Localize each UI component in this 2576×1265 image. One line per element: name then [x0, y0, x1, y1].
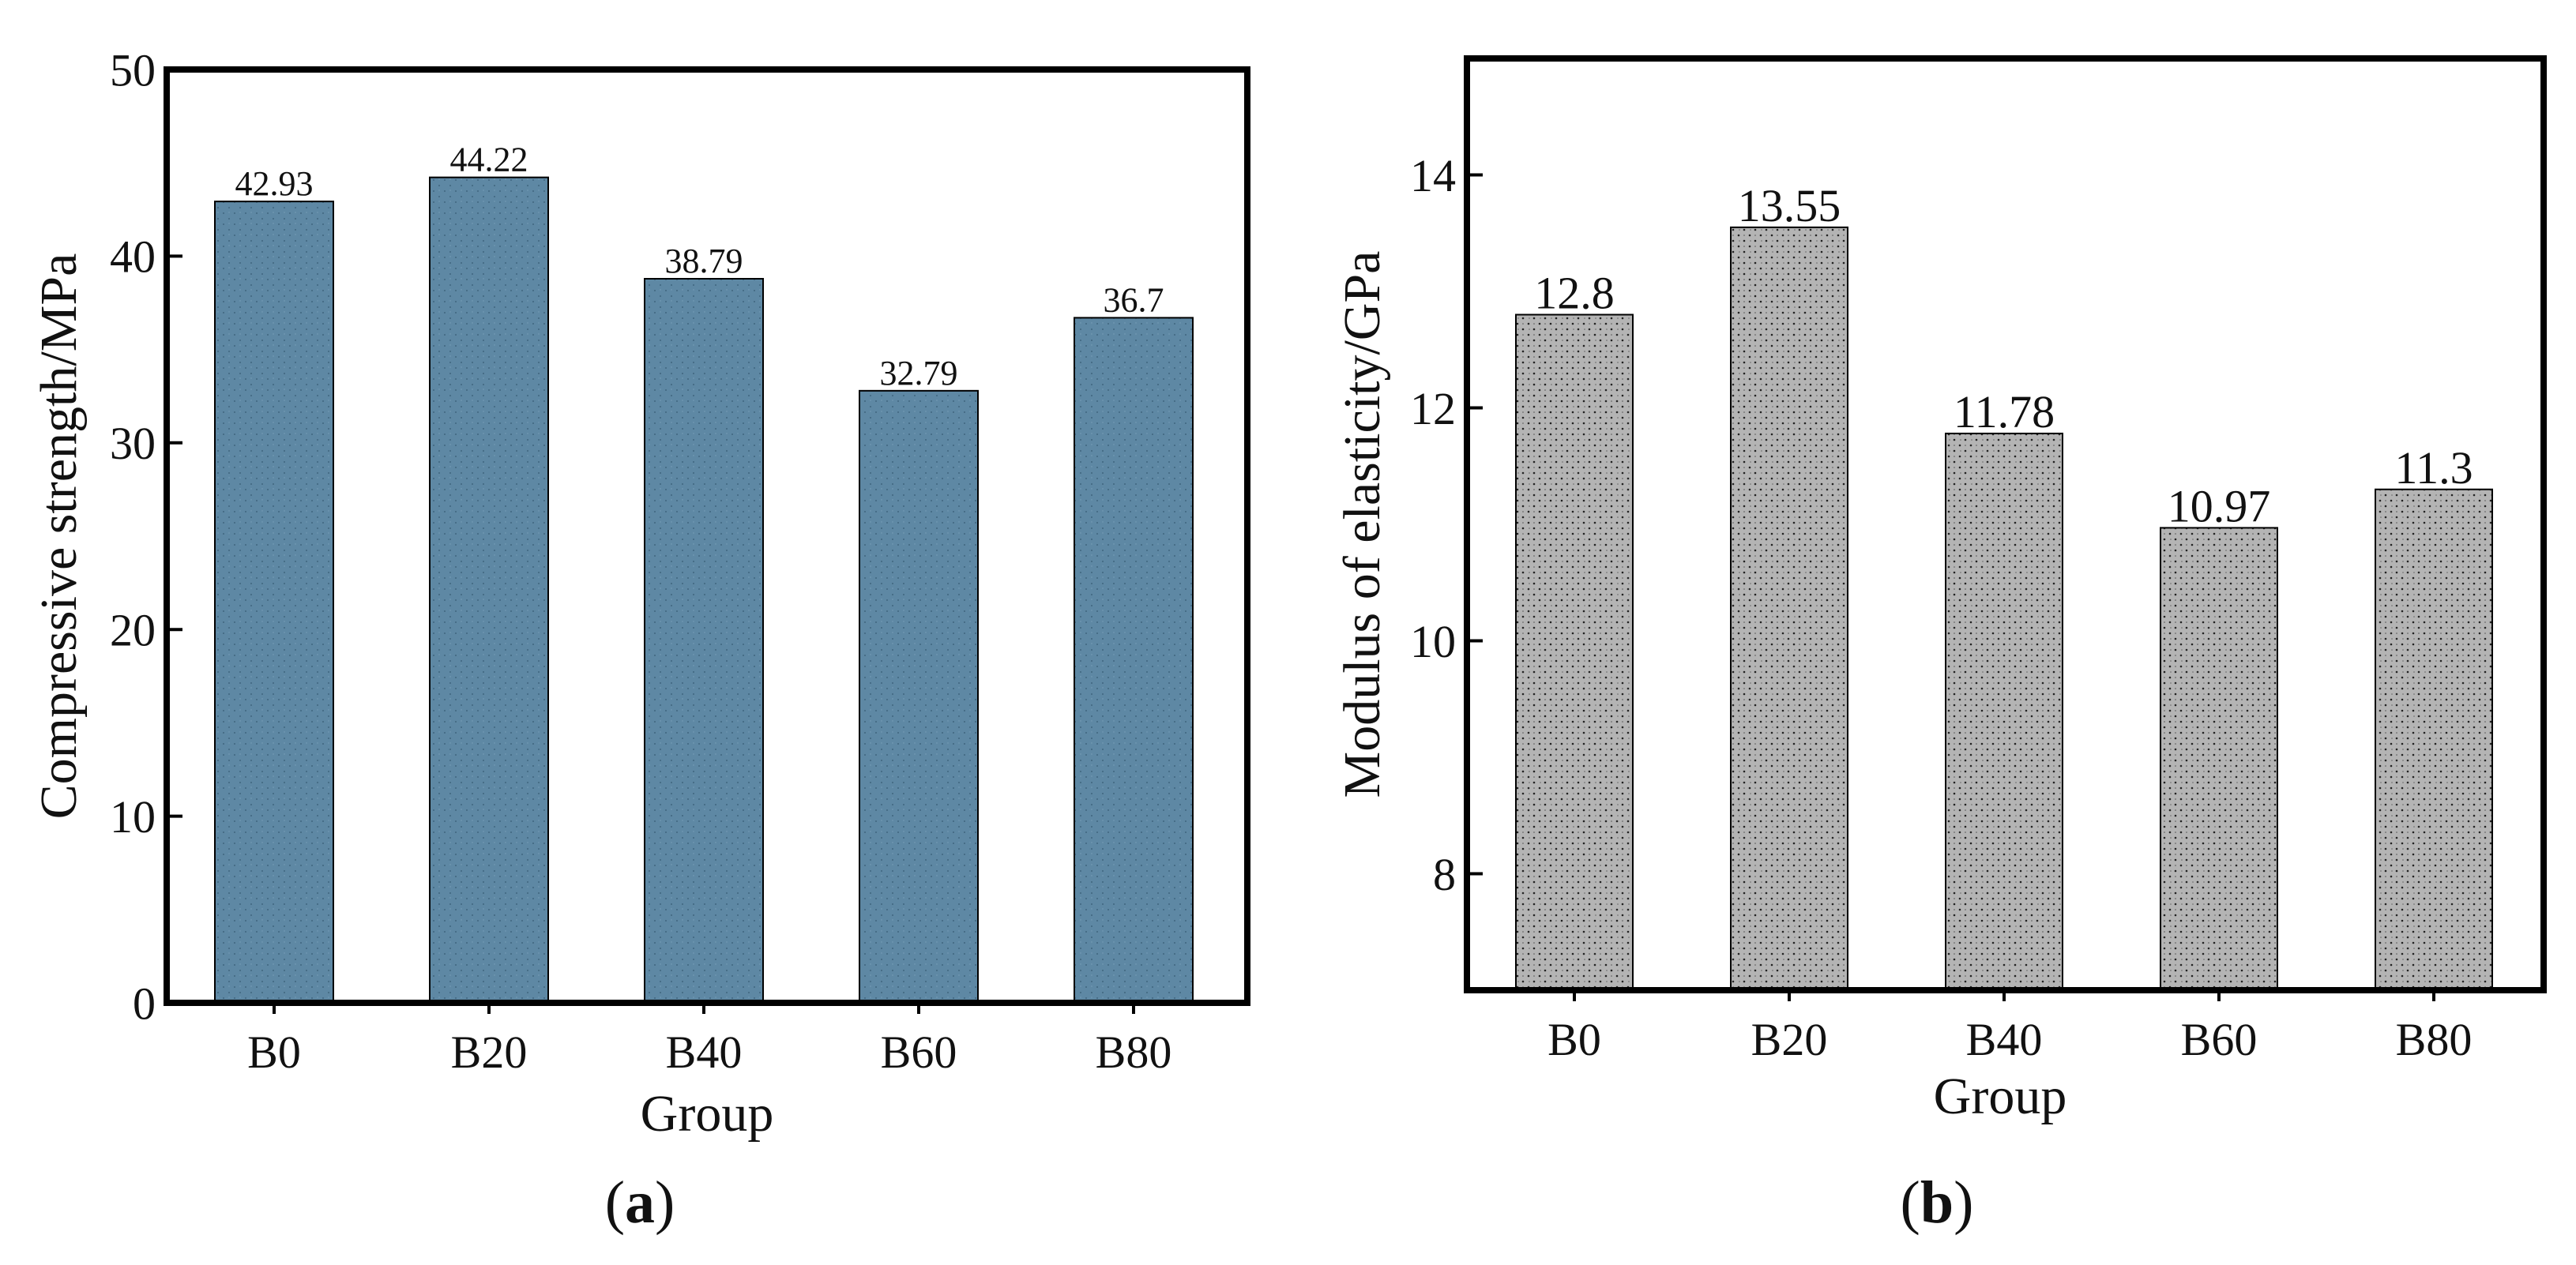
y-tick-label: 20 — [110, 605, 156, 656]
x-tick-label-B40: B40 — [666, 1027, 743, 1078]
x-tick-label-B80: B80 — [2396, 1014, 2473, 1065]
y-tick-label: 50 — [110, 44, 156, 96]
x-tick-label-B0: B0 — [1547, 1014, 1601, 1065]
y-ticks-a: 0 10 20 30 40 50 — [110, 44, 182, 1029]
bar-B0 — [1515, 313, 1634, 991]
x-ticks-a: B0 B20 B40 B60 B80 — [247, 1003, 1171, 1078]
bar-B60 — [859, 389, 979, 1004]
data-label-B0: 12.8 — [1534, 268, 1615, 319]
data-labels-a: 42.93 44.22 38.79 32.79 36.7 — [235, 141, 1164, 392]
x-ticks-b: B0 B20 B40 B60 B80 — [1547, 990, 2472, 1065]
bar-B80 — [2375, 488, 2493, 991]
y-axis-title-b: Modulus of elasticity/GPa — [1333, 251, 1391, 798]
x-axis-title-b: Group — [1934, 1068, 2067, 1125]
bars-a — [214, 176, 1194, 1004]
y-tick-label: 8 — [1433, 849, 1456, 900]
bars-b — [1515, 226, 2493, 991]
bar-B0 — [214, 201, 334, 1004]
data-label-B60: 10.97 — [2168, 480, 2271, 531]
x-tick-label-B20: B20 — [451, 1027, 528, 1078]
data-label-B20: 13.55 — [1738, 180, 1841, 231]
y-tick-label: 10 — [110, 791, 156, 843]
panel-b: 12.8 13.55 11.78 10.97 11.3 8 10 12 14 B0 B20 B40… — [1333, 55, 2547, 1236]
bar-B40 — [1945, 432, 2063, 991]
y-tick-label: 14 — [1410, 150, 1456, 201]
data-label-B20: 44.22 — [450, 141, 528, 179]
bar-B40 — [644, 278, 764, 1004]
x-tick-label-B80: B80 — [1096, 1027, 1172, 1078]
y-tick-label: 12 — [1410, 383, 1456, 434]
plot-frame-b — [1464, 55, 2547, 993]
data-label-B40: 38.79 — [665, 242, 743, 280]
data-label-B80: 36.7 — [1104, 280, 1164, 319]
x-tick-label-B20: B20 — [1751, 1014, 1828, 1065]
y-axis-title-a: Compressive strength/MPa — [30, 253, 88, 820]
y-tick-label: 0 — [133, 978, 156, 1029]
data-label-B40: 11.78 — [1954, 386, 2055, 437]
data-label-B0: 42.93 — [235, 164, 314, 203]
bar-B60 — [2160, 527, 2278, 991]
x-tick-label-B60: B60 — [2181, 1014, 2258, 1065]
bar-B20 — [429, 176, 549, 1004]
bar-B20 — [1730, 226, 1848, 991]
y-tick-label: 10 — [1410, 616, 1456, 667]
panel-label-a: (a) — [605, 1169, 675, 1236]
y-ticks-b: 8 10 12 14 — [1410, 150, 1483, 900]
data-label-B80: 11.3 — [2394, 442, 2473, 494]
x-tick-label-B40: B40 — [1966, 1014, 2043, 1065]
y-tick-label: 40 — [110, 231, 156, 283]
panel-label-b: (b) — [1901, 1169, 1974, 1236]
y-tick-label: 30 — [110, 418, 156, 469]
x-axis-title-a: Group — [641, 1085, 774, 1143]
plot-frame-a — [164, 66, 1250, 1006]
data-labels-b: 12.8 13.55 11.78 10.97 11.3 — [1534, 180, 2473, 532]
x-tick-label-B0: B0 — [247, 1027, 301, 1078]
bar-B80 — [1074, 317, 1194, 1004]
x-tick-label-B60: B60 — [881, 1027, 957, 1078]
data-label-B60: 32.79 — [880, 354, 958, 392]
